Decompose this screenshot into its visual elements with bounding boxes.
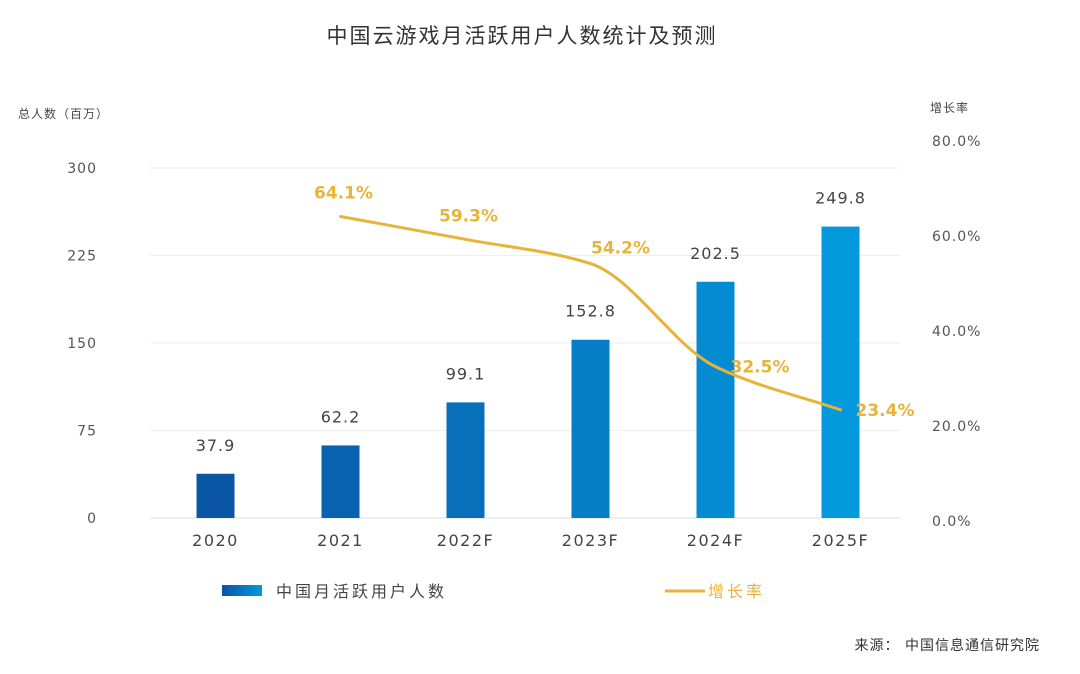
bar-value-label-2020: 37.9 bbox=[196, 436, 236, 455]
bar-2023F bbox=[571, 339, 610, 518]
bar-value-label-2023F: 152.8 bbox=[565, 302, 616, 321]
legend: 中国月活跃用户人数 增长率 bbox=[222, 582, 765, 601]
rate-label-2023F: 54.2% bbox=[591, 239, 650, 259]
chart-title: 中国云游戏月活跃用户人数统计及预测 bbox=[327, 24, 718, 48]
legend-bar-label: 中国月活跃用户人数 bbox=[276, 582, 447, 601]
right-axis-title: 增长率 bbox=[930, 100, 969, 115]
category-label-2021: 2021 bbox=[317, 531, 364, 550]
left-tick-label-3: 225 bbox=[67, 249, 97, 265]
right-tick-label-0: 0.0% bbox=[932, 514, 972, 530]
category-label-2023F: 2023F bbox=[562, 531, 619, 550]
right-tick-label-1: 20.0% bbox=[932, 419, 981, 435]
rate-label-2021: 64.1% bbox=[314, 184, 373, 204]
bar-2024F bbox=[696, 281, 735, 518]
left-tick-label-2: 150 bbox=[67, 336, 97, 352]
bar-value-label-2022F: 99.1 bbox=[446, 364, 486, 383]
left-tick-label-0: 0 bbox=[87, 511, 97, 527]
bar-2025F bbox=[821, 226, 860, 519]
legend-bar-swatch bbox=[222, 585, 262, 596]
bar-value-label-2024F: 202.5 bbox=[690, 244, 741, 263]
category-label-2024F: 2024F bbox=[687, 531, 744, 550]
line-series bbox=[339, 215, 842, 412]
rate-label-2024F: 32.5% bbox=[731, 358, 790, 378]
rate-label-2022F: 59.3% bbox=[439, 206, 498, 226]
right-axis-ticks: 0.0% 20.0% 40.0% 60.0% 80.0% bbox=[932, 134, 981, 530]
right-tick-label-3: 60.0% bbox=[932, 229, 981, 245]
left-tick-label-1: 75 bbox=[77, 424, 97, 440]
line-value-labels: 64.1% 59.3% 54.2% 32.5% 23.4% bbox=[314, 184, 914, 421]
left-tick-label-4: 300 bbox=[67, 161, 97, 177]
bar-value-labels: 37.9 62.2 99.1 152.8 202.5 249.8 bbox=[196, 189, 866, 455]
category-label-2020: 2020 bbox=[192, 531, 239, 550]
bar-value-label-2021: 62.2 bbox=[321, 407, 361, 426]
bar-value-label-2025F: 249.8 bbox=[815, 189, 866, 208]
gridlines bbox=[150, 167, 900, 519]
bar-2020 bbox=[196, 473, 235, 518]
bar-2022F bbox=[446, 402, 485, 518]
category-axis-labels: 2020 2021 2022F 2023F 2024F 2025F bbox=[192, 531, 869, 550]
category-label-2022F: 2022F bbox=[437, 531, 494, 550]
bar-2021 bbox=[321, 445, 360, 518]
right-tick-label-2: 40.0% bbox=[932, 324, 981, 340]
rate-label-2025F: 23.4% bbox=[856, 401, 915, 421]
category-label-2025F: 2025F bbox=[812, 531, 869, 550]
bar-series bbox=[196, 226, 860, 519]
legend-line-label: 增长率 bbox=[708, 582, 765, 601]
right-tick-label-4: 80.0% bbox=[932, 134, 981, 150]
left-axis-ticks: 0 75 150 225 300 bbox=[67, 161, 97, 527]
source-note: 来源： 中国信息通信研究院 bbox=[855, 637, 1040, 654]
left-axis-title: 总人数（百万） bbox=[18, 106, 109, 121]
growth-rate-line bbox=[339, 215, 842, 412]
